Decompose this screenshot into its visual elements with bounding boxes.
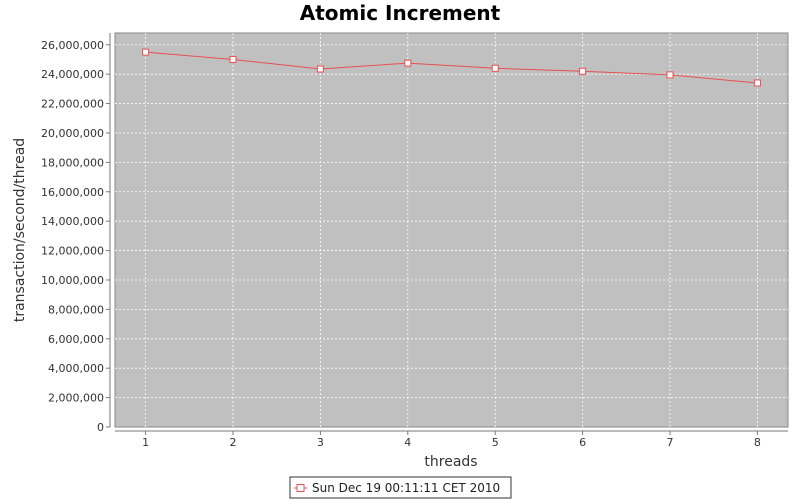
y-tick-label: 10,000,000 [41,274,104,287]
x-tick-label: 3 [317,436,324,449]
series-group [142,48,761,87]
legend-box [289,476,512,499]
y-tick-label: 6,000,000 [48,333,104,346]
y-tick-label: 22,000,000 [41,98,104,111]
data-point [491,64,499,72]
x-tick-label: 1 [142,436,149,449]
y-tick-label: 14,000,000 [41,215,104,228]
y-axis-ticks: 0 2,000,000 4,000,000 6,000,000 8,000,000 10,… [41,39,110,434]
x-tick-label: 2 [229,436,236,449]
y-tick-label: 20,000,000 [41,127,104,140]
y-tick-label: 24,000,000 [41,68,104,81]
x-tick-label: 8 [754,436,761,449]
x-tick-label: 4 [404,436,411,449]
data-point [142,48,150,56]
y-tick-label: 26,000,000 [41,39,104,52]
y-tick-label: 12,000,000 [41,245,104,258]
y-tick-label: 8,000,000 [48,303,104,316]
x-tick-label: 6 [579,436,586,449]
axes [109,33,788,432]
y-tick-label: 2,000,000 [48,392,104,405]
legend-label: Sun Dec 19 00:11:11 CET 2010 [312,481,500,495]
y-tick-label: 4,000,000 [48,362,104,375]
data-point [579,67,587,75]
legend-marker [296,484,305,492]
chart-title: Atomic Increment [300,1,501,25]
y-tick-label: 0 [97,421,104,434]
x-tick-label: 5 [492,436,499,449]
legend: Sun Dec 19 00:11:11 CET 2010 [289,476,512,499]
y-axis-label: transaction/second/thread [12,138,28,322]
series-line [145,51,758,84]
y-tick-label: 16,000,000 [41,186,104,199]
data-point [753,79,761,87]
y-tick-label: 18,000,000 [41,156,104,169]
data-point [666,71,674,79]
grid-lines [115,33,788,427]
x-tick-label: 7 [667,436,674,449]
x-axis-ticks: 1 2 3 4 5 6 7 8 [142,431,761,449]
x-axis-label: threads [424,454,477,470]
data-point [229,55,237,63]
plot-area [114,32,789,428]
data-point [316,65,324,73]
data-point [404,59,412,67]
